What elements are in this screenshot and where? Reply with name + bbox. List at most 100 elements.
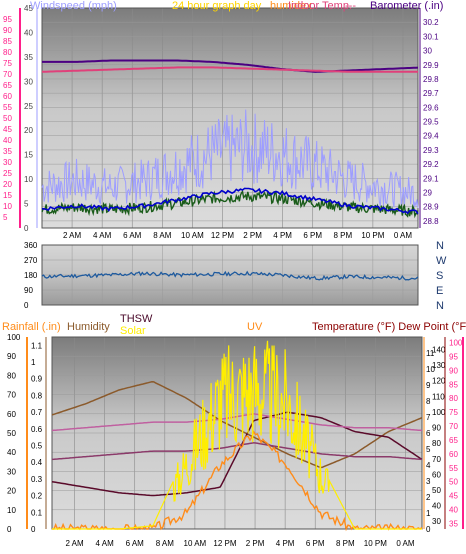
rain-tick: 30 — [7, 467, 16, 476]
panel2-plot-frame — [41, 244, 419, 306]
barometer-tick: 28.9 — [423, 203, 439, 212]
humidex-tick: 45 — [3, 125, 12, 134]
panel3-x-tick: 10 PM — [364, 539, 387, 548]
label-graph-title: 24 hour graph day — [172, 0, 262, 12]
label-indoor-temp: Indoor Temp. — [288, 0, 352, 12]
label-windspeed: Windspeed (mph) — [30, 0, 117, 12]
barometer-tick: 29 — [423, 189, 432, 198]
wind-gust-line — [41, 189, 419, 219]
panel3-x-tick: 6 AM — [126, 539, 145, 548]
windspeed-tick: 45 — [24, 4, 33, 13]
humidex-tick: 75 — [3, 59, 12, 68]
uv-tick: 3 — [426, 477, 431, 486]
dew-tick: 60 — [449, 450, 458, 459]
uv-tick: 8 — [426, 397, 431, 406]
barometer-tick: 29.4 — [423, 132, 439, 141]
direction-tick: 90 — [24, 286, 33, 295]
barometer-tick: 28.8 — [423, 217, 439, 226]
panel3-x-tick: 6 PM — [306, 539, 325, 548]
direction-tick: 180 — [24, 271, 38, 280]
barometer-tick: 29.3 — [423, 146, 439, 155]
rain-tick: 20 — [7, 487, 16, 496]
windspeed-tick: 10 — [24, 175, 33, 184]
panel3-axes: 2 AM 4 AM 6 AM 8 AM 10 AM 12 PM 2 PM 4 PM 6 PM 8 … — [7, 333, 464, 548]
uv-tick: 5 — [426, 445, 431, 454]
dew-tick: 70 — [449, 422, 458, 431]
wind-direction-line — [41, 270, 419, 281]
rain-tick: 40 — [7, 448, 16, 457]
uv-tick: 9 — [426, 381, 431, 390]
label-rainfall: Rainfall (.in) — [2, 321, 61, 333]
barometer-tick: 29.1 — [423, 174, 439, 183]
panel3-x-tick: 4 PM — [276, 539, 295, 548]
barometer-tick: 30.2 — [423, 18, 439, 27]
rain-tick: 70 — [7, 391, 16, 400]
humidex-tick: 20 — [3, 180, 12, 189]
humidex-tick: 70 — [3, 70, 12, 79]
windspeed-line — [41, 109, 419, 210]
barometer-line — [42, 59, 419, 73]
humidex-tick: 65 — [3, 81, 12, 90]
barometer-tick: 29.9 — [423, 61, 439, 70]
barometer-tick: 29.7 — [423, 89, 439, 98]
humidex-tick: 35 — [3, 147, 12, 156]
temp-tick: 130 — [432, 361, 446, 370]
humidity-tick: 0 — [31, 525, 36, 534]
rain-tick: 80 — [7, 371, 16, 380]
panel3-x-tick: 8 AM — [156, 539, 175, 548]
panel3-series — [51, 340, 423, 532]
panel1-x-tick: 6 AM — [123, 231, 142, 240]
windspeed-tick: 35 — [24, 53, 33, 62]
rain-tick: 10 — [7, 506, 16, 515]
direction-tick: 360 — [24, 241, 38, 250]
humidity-tick: 0.7 — [31, 408, 43, 417]
humidex-tick: 55 — [3, 103, 12, 112]
temp-tick: 40 — [432, 502, 441, 511]
windspeed-tick: 30 — [24, 77, 33, 86]
dew-tick: 45 — [449, 492, 458, 501]
uv-tick: 4 — [426, 461, 431, 470]
panel1-x-tick: 12 PM — [211, 231, 234, 240]
label-temperature: Temperature (°F) Dew Point (°F) — [312, 321, 466, 333]
dew-tick: 80 — [449, 394, 458, 403]
dew-tick: 95 — [449, 352, 458, 361]
windspeed-tick: 0 — [24, 224, 29, 233]
dew-tick: 55 — [449, 464, 458, 473]
dew-tick: 90 — [449, 366, 458, 375]
dew-tick: 50 — [449, 478, 458, 487]
humidex-tick: 15 — [3, 191, 12, 200]
panel1-x-tick: 4 AM — [93, 231, 112, 240]
temp-tick: 140 — [432, 345, 446, 354]
humidity-tick: 0.3 — [31, 475, 43, 484]
humidex-tick: 40 — [3, 136, 12, 145]
solar-line — [52, 340, 422, 530]
barometer-tick: 29.8 — [423, 75, 439, 84]
temp-tick: 30 — [432, 517, 441, 526]
humidex-tick: 10 — [3, 202, 12, 211]
panel3-plot-frame — [51, 336, 423, 530]
label-dash: --- — [345, 0, 356, 12]
label-humidity: Humidity — [67, 321, 110, 333]
humidity-tick: 0.2 — [31, 492, 43, 501]
windspeed-tick: 5 — [24, 200, 29, 209]
humidity-tick: 0.6 — [31, 425, 43, 434]
panel3-x-tick: 0 AM — [396, 539, 415, 548]
label-humidex: humidex — [270, 0, 312, 12]
panel3-x-tick: 8 PM — [336, 539, 355, 548]
windspeed-tick: 20 — [24, 126, 33, 135]
humidity-tick: 0.1 — [31, 508, 43, 517]
humidity-tick: 0.8 — [31, 391, 43, 400]
panel1-x-tick: 2 AM — [63, 231, 82, 240]
rain-tick: 0 — [7, 525, 12, 534]
humidity-tick: 0.5 — [31, 442, 43, 451]
humidity-tick: 1 — [31, 358, 36, 367]
uv-tick: 1 — [426, 509, 431, 518]
barometer-tick: 29.5 — [423, 118, 439, 127]
humidity-tick: 0.4 — [31, 458, 43, 467]
windspeed-tick: 25 — [24, 102, 33, 111]
label-thsw: THSW — [120, 313, 153, 325]
dew-tick: 40 — [449, 506, 458, 515]
wind-average-line — [42, 187, 419, 215]
